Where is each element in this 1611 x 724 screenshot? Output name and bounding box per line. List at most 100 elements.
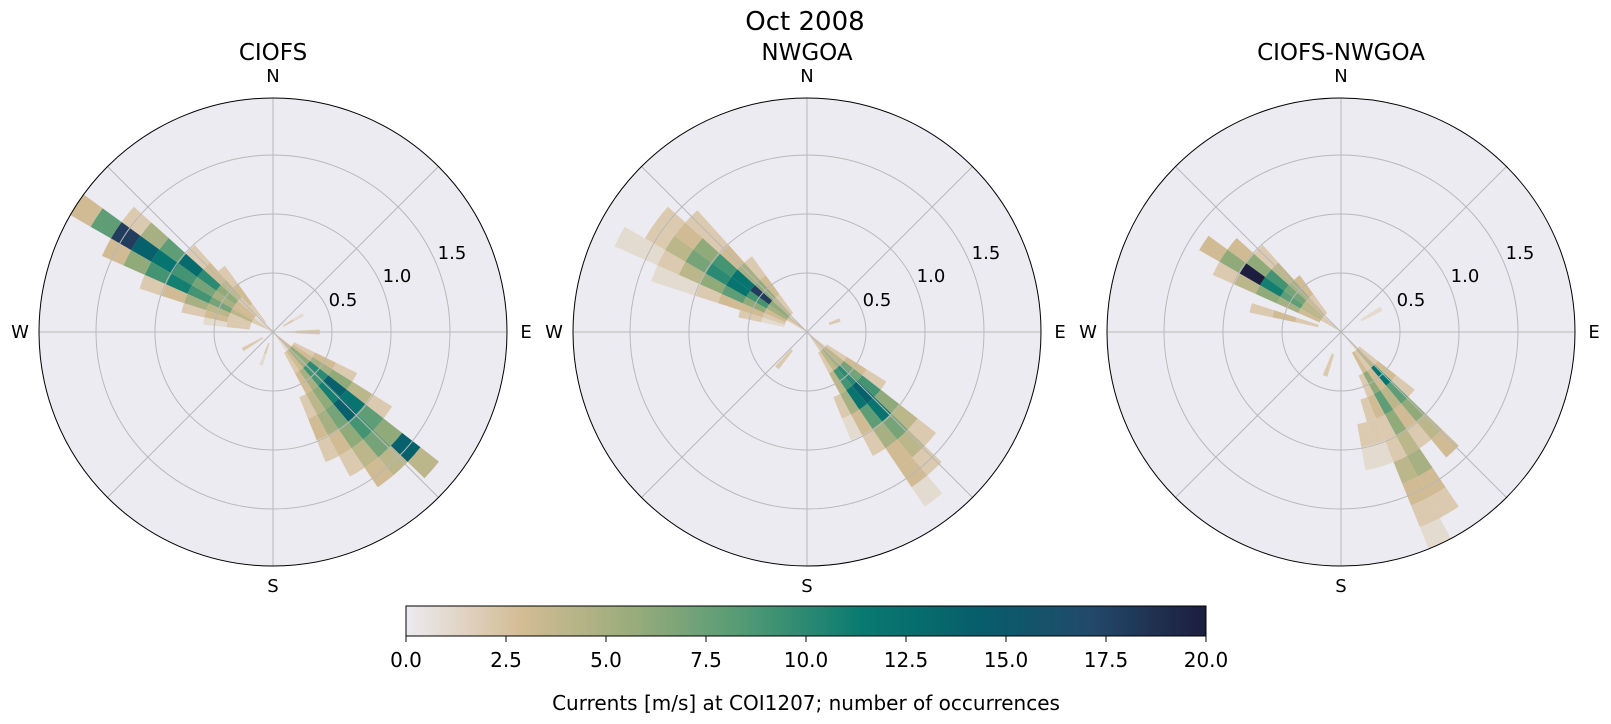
- direction-label-e: E: [1054, 322, 1065, 343]
- rose-bar: [1219, 249, 1247, 274]
- rose-bar: [911, 475, 943, 507]
- rose-bar: [1373, 440, 1394, 467]
- rose-bar: [842, 414, 862, 441]
- rose-bar: [1376, 414, 1396, 441]
- rose-bar: [1303, 300, 1324, 319]
- rose-bar: [1393, 403, 1417, 429]
- rose-bar: [144, 261, 172, 285]
- rose-bar: [1298, 308, 1321, 323]
- colorbar-tick-label: 15.0: [984, 648, 1029, 672]
- rose-bar: [644, 221, 675, 251]
- polar-plot-nwgoa: NWGOA N E S W 0.5 1.0 1.5: [545, 40, 1066, 597]
- rose-bar: [249, 303, 267, 324]
- rose-bar: [786, 318, 807, 332]
- rose-bar: [90, 208, 122, 239]
- rose-bar: [1391, 375, 1415, 398]
- rose-bar: [857, 375, 881, 398]
- rose-bar: [254, 316, 273, 332]
- rose-bar: [1395, 428, 1420, 456]
- colorbar-label: Currents [m/s] at COI1207; number of occ…: [552, 691, 1060, 715]
- rose-bar: [825, 344, 847, 361]
- rose-bar: [897, 429, 925, 458]
- rose-bar: [1417, 467, 1446, 498]
- rose-bar: [859, 403, 883, 429]
- rose-bar: [1402, 476, 1429, 506]
- rose-bar: [328, 369, 353, 390]
- rose-bar: [232, 304, 255, 321]
- rose-bar: [259, 353, 267, 366]
- rose-bar: [166, 273, 192, 294]
- rose-bar: [769, 300, 790, 319]
- rose-bar: [1309, 294, 1328, 315]
- rose-bar: [407, 447, 439, 479]
- colorbar-tick-label: 17.5: [1084, 648, 1129, 672]
- radial-tick-label: 1.5: [972, 243, 1001, 264]
- plot-title-ciofs-nwgoa: CIOFS-NWGOA: [1257, 40, 1425, 66]
- direction-label-w: W: [1079, 322, 1097, 343]
- bars-nwgoa: [614, 206, 943, 507]
- rose-bar: [882, 413, 908, 440]
- rose-bar: [318, 380, 341, 404]
- polar-plot-ciofs-nwgoa: CIOFS-NWGOA N E S W 0.5 1.0 1.5: [1079, 40, 1600, 597]
- rose-bar: [283, 351, 300, 374]
- rose-bar: [862, 369, 887, 390]
- angular-gridline: [641, 166, 973, 498]
- rose-bar: [171, 263, 198, 286]
- radial-tick-label: 1.0: [383, 266, 412, 287]
- rose-bar: [273, 332, 289, 352]
- plot-title-nwgoa: NWGOA: [761, 40, 852, 66]
- rose-bar: [1384, 409, 1407, 436]
- angular-gridline: [107, 166, 439, 498]
- rose-bar: [1239, 263, 1266, 286]
- rose-bar: [744, 256, 766, 280]
- rose-bar: [161, 284, 188, 304]
- colorbar-tick-label: 2.5: [490, 648, 522, 672]
- rose-bar: [1354, 349, 1372, 371]
- rose-bar: [775, 294, 794, 315]
- rose-bar: [665, 235, 694, 262]
- radial-tick-label: 0.5: [863, 290, 892, 311]
- rose-bar: [263, 342, 270, 355]
- rose-bar: [775, 349, 793, 370]
- rose-bar: [332, 362, 358, 382]
- colorbar: 0.0 2.5 5.0 7.5 10.0 12.5 15.0 17.5 20.0 Current…: [390, 605, 1228, 715]
- colorbar-tick-label: 10.0: [784, 648, 829, 672]
- rose-bar: [227, 317, 251, 328]
- rose-bar: [885, 439, 913, 468]
- rose-bar: [181, 303, 207, 318]
- colorbar-tick-label: 0.0: [390, 648, 422, 672]
- rose-bar: [338, 448, 365, 477]
- rose-bar: [731, 269, 755, 291]
- rose-bar: [766, 304, 789, 321]
- rose-bar: [1360, 306, 1383, 322]
- rose-bar: [1406, 448, 1433, 477]
- rose-bar: [1428, 487, 1459, 518]
- rose-bar: [1255, 285, 1281, 304]
- rose-bar: [218, 265, 239, 289]
- rose-bar: [657, 250, 686, 275]
- rose-bar: [292, 342, 316, 357]
- radial-tick-label: 1.0: [917, 266, 946, 287]
- rose-bar: [327, 428, 352, 456]
- rose-bar: [357, 404, 384, 430]
- rose-bar: [1356, 348, 1375, 368]
- direction-label-n: N: [1334, 66, 1347, 87]
- direction-label-s: S: [801, 576, 812, 597]
- rose-bar: [230, 308, 253, 323]
- rose-bar: [286, 349, 304, 371]
- rose-bar: [187, 285, 213, 304]
- rose-bar: [299, 393, 317, 419]
- rose-bar: [907, 418, 937, 446]
- rose-bar: [693, 238, 721, 264]
- rose-bar: [678, 261, 706, 285]
- rose-bar: [1373, 390, 1394, 415]
- rose-bar: [874, 389, 900, 414]
- colorbar-gradient: [405, 605, 1207, 637]
- radial-tick-label: 0.5: [1397, 290, 1426, 311]
- rose-bar: [850, 409, 873, 436]
- radial-tick-label: 1.0: [1451, 266, 1480, 287]
- plot-title-ciofs: CIOFS: [239, 40, 307, 66]
- rose-bar: [1411, 497, 1440, 528]
- rose-bar: [1380, 385, 1402, 410]
- rose-bar: [292, 312, 305, 322]
